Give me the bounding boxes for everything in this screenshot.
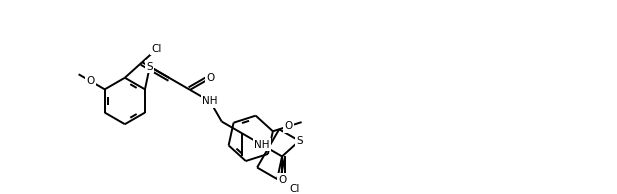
- Text: S: S: [146, 62, 153, 72]
- Text: NH: NH: [202, 96, 218, 107]
- Text: NH: NH: [254, 140, 270, 150]
- Text: O: O: [86, 76, 95, 86]
- Text: S: S: [296, 136, 302, 146]
- Text: Cl: Cl: [152, 44, 162, 54]
- Text: Cl: Cl: [289, 184, 299, 194]
- Text: O: O: [206, 73, 214, 83]
- Text: O: O: [284, 121, 292, 131]
- Text: O: O: [278, 175, 286, 185]
